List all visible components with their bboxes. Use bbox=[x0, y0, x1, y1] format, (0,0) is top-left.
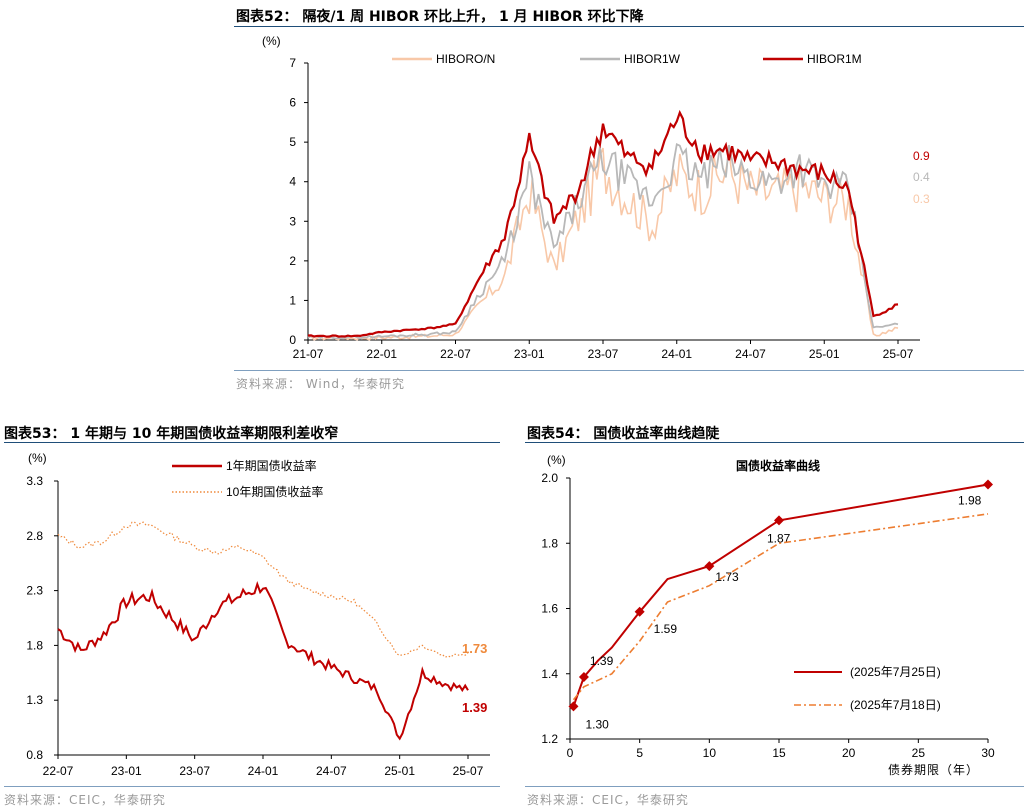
y-tick-label: 1.4 bbox=[541, 667, 558, 681]
figure-53-source: 资料来源：CEIC，华泰研究 bbox=[4, 793, 166, 807]
legend-label-0: HIBORO/N bbox=[436, 52, 495, 66]
legend-label-1: (2025年7月18日) bbox=[850, 698, 941, 712]
legend-label-2: HIBOR1M bbox=[807, 52, 862, 66]
legend-label-0: (2025年7月25日) bbox=[850, 665, 941, 679]
data-label: 1.73 bbox=[715, 570, 739, 584]
data-marker bbox=[704, 561, 715, 572]
x-tick-label: 5 bbox=[636, 746, 643, 760]
data-marker bbox=[578, 672, 589, 683]
x-tick-label: 15 bbox=[772, 746, 786, 760]
x-tick-label: 22-01 bbox=[366, 347, 397, 361]
x-tick-label: 24-07 bbox=[735, 347, 766, 361]
y-tick-label: 1.8 bbox=[26, 638, 43, 652]
hibor-chart: (%) 0 1 2 3 4 5 6 7 21-07 22-01 22-07 23-01 23-07 24-0… bbox=[262, 34, 930, 361]
x-tick-label: 22-07 bbox=[43, 764, 74, 778]
figure-53-title: 图表53： 1 年期与 10 年期国债收益率期限利差收窄 bbox=[4, 426, 339, 442]
end-value-label-0: 1.39 bbox=[462, 700, 487, 715]
x-tick-label: 21-07 bbox=[293, 347, 324, 361]
data-marker bbox=[983, 479, 993, 490]
legend-label-1: 10年期国债收益率 bbox=[226, 484, 323, 499]
series-line-1 bbox=[572, 513, 989, 701]
y-tick-label: 0 bbox=[289, 333, 296, 347]
x-tick-label: 20 bbox=[842, 746, 856, 760]
x-axis-label: 债券期限（年） bbox=[888, 762, 979, 777]
y-tick-label: 1.2 bbox=[541, 732, 558, 746]
data-marker bbox=[568, 701, 579, 712]
end-value-label-2: 0.9 bbox=[913, 149, 930, 163]
x-tick-label: 25-07 bbox=[883, 347, 914, 361]
x-tick-label: 25-07 bbox=[453, 764, 484, 778]
x-tick-label: 30 bbox=[981, 746, 995, 760]
x-tick-label: 24-07 bbox=[316, 764, 347, 778]
end-value-label-1: 1.73 bbox=[462, 641, 487, 656]
figure-52-title: 图表52： 隔夜/1 周 HIBOR 环比上升， 1 月 HIBOR 环比下降 bbox=[236, 9, 644, 25]
chart-title: 国债收益率曲线 bbox=[736, 458, 820, 473]
y-tick-label: 2.8 bbox=[26, 529, 43, 543]
data-marker bbox=[774, 515, 784, 526]
x-tick-label: 24-01 bbox=[661, 347, 692, 361]
y-tick-label: 2.0 bbox=[541, 471, 558, 485]
figure-54-title-rule bbox=[525, 442, 1024, 443]
x-tick-label: 24-01 bbox=[248, 764, 279, 778]
y-tick-label: 4 bbox=[289, 175, 296, 189]
x-tick-label: 22-07 bbox=[440, 347, 471, 361]
figure-53-title-rule bbox=[4, 442, 500, 443]
x-tick-label: 23-07 bbox=[179, 764, 210, 778]
y-tick-label: 2 bbox=[289, 254, 296, 268]
series-line-2 bbox=[307, 109, 899, 338]
series-line-0 bbox=[57, 580, 469, 741]
y-tick-label: 1.6 bbox=[541, 602, 558, 616]
figure-52-title-rule bbox=[234, 26, 1024, 27]
y-tick-label: 3.3 bbox=[26, 474, 43, 488]
legend-label-1: HIBOR1W bbox=[624, 52, 681, 66]
y-tick-label: 1.8 bbox=[541, 536, 558, 550]
x-tick-label: 0 bbox=[567, 746, 574, 760]
series-line-1 bbox=[307, 142, 899, 340]
figure-52-source: 资料来源： Wind，华泰研究 bbox=[236, 377, 405, 391]
x-tick-label: 10 bbox=[703, 746, 717, 760]
data-label: 1.39 bbox=[590, 654, 614, 668]
y-tick-label: 6 bbox=[289, 96, 296, 110]
x-tick-label: 23-07 bbox=[588, 347, 619, 361]
y-tick-label: 3 bbox=[289, 214, 296, 228]
data-label: 1.87 bbox=[767, 531, 791, 545]
figure-53-bottom-rule bbox=[4, 786, 500, 787]
govt-bond-yield-chart: (%) 0.8 1.3 1.8 2.3 2.8 3.3 22-07 23-01 23-07 24-0… bbox=[26, 451, 490, 778]
y-tick-label: 0.8 bbox=[26, 748, 43, 762]
y-tick-label: 1 bbox=[289, 293, 296, 307]
x-tick-label: 25-01 bbox=[384, 764, 415, 778]
data-label: 1.30 bbox=[585, 717, 609, 731]
y-tick-label: 5 bbox=[289, 135, 296, 149]
y-axis-unit: (%) bbox=[547, 453, 566, 467]
figure-54-source: 资料来源：CEIC，华泰研究 bbox=[527, 793, 689, 807]
figure-52-bottom-rule bbox=[234, 370, 1024, 371]
y-tick-label: 1.3 bbox=[26, 693, 43, 707]
y-axis-unit: (%) bbox=[28, 451, 47, 465]
legend-label-0: 1年期国债收益率 bbox=[226, 458, 317, 473]
figure-54-title: 图表54： 国债收益率曲线趋陡 bbox=[527, 426, 720, 442]
x-tick-label: 25 bbox=[912, 746, 926, 760]
x-tick-label: 25-01 bbox=[809, 347, 840, 361]
x-tick-label: 23-01 bbox=[514, 347, 545, 361]
y-tick-label: 2.3 bbox=[26, 584, 43, 598]
data-label: 1.59 bbox=[654, 622, 678, 636]
end-value-label-0: 0.3 bbox=[913, 192, 930, 206]
y-tick-label: 7 bbox=[289, 56, 296, 70]
data-label: 1.98 bbox=[958, 494, 982, 508]
x-tick-label: 23-01 bbox=[111, 764, 142, 778]
end-value-label-1: 0.4 bbox=[913, 170, 930, 184]
figure-54-bottom-rule bbox=[525, 786, 1024, 787]
y-axis-unit: (%) bbox=[262, 34, 281, 48]
data-marker bbox=[634, 606, 645, 617]
